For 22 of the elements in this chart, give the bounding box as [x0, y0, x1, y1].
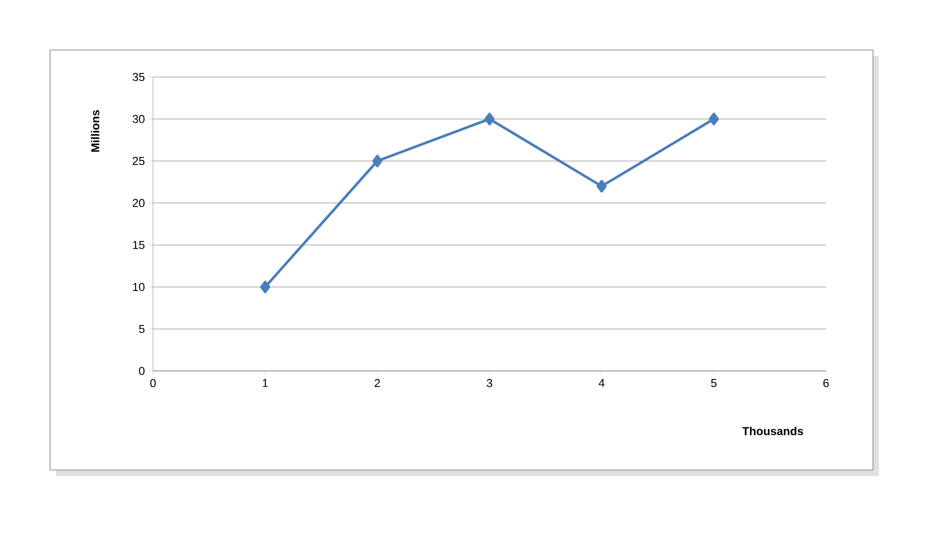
y-tick-label: 10	[133, 282, 145, 292]
point	[372, 154, 382, 168]
x-tick-label: 3	[486, 379, 492, 388]
x-tick-label: 2	[374, 379, 380, 388]
y-tick-label: 20	[132, 198, 145, 208]
y-tick-label: 5	[139, 324, 144, 333]
x-tick-label: 5	[711, 379, 717, 388]
x-tick-label: 6	[823, 379, 829, 388]
y-tick-label: 0	[139, 366, 145, 376]
y-tick-label: 25	[132, 156, 144, 166]
y-tick-label: 30	[132, 114, 145, 124]
x-tick-label: 0	[150, 379, 156, 388]
point	[596, 180, 607, 192]
x-tick-label: 1	[262, 379, 268, 387]
y-axis-title: Millions	[90, 110, 100, 152]
point	[484, 112, 495, 126]
y-tick-label: 35	[132, 72, 144, 82]
x-axis-title: Thousands	[742, 426, 804, 436]
point	[708, 112, 719, 126]
y-tick-label: 15	[133, 240, 144, 249]
point	[260, 280, 270, 294]
x-tick-label: 4	[598, 379, 605, 387]
